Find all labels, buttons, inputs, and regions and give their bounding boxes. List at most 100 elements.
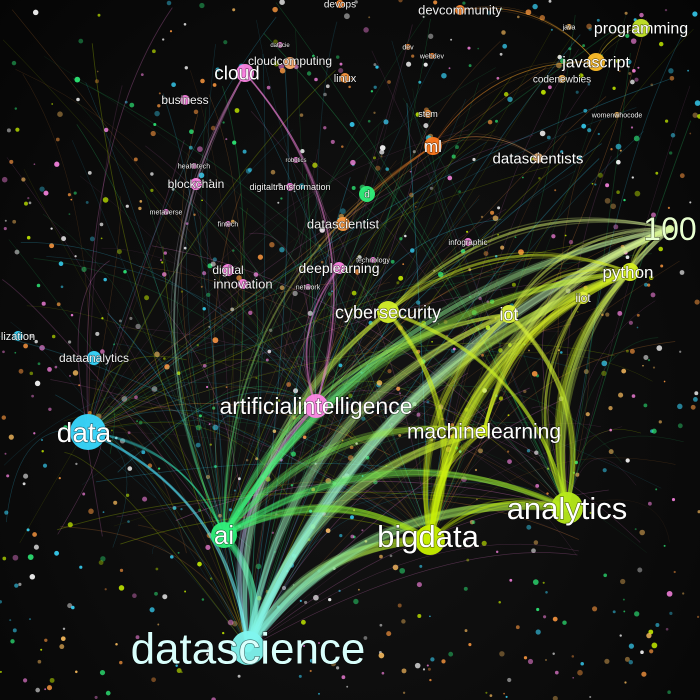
node-datascience[interactable] <box>231 631 265 665</box>
node-robotics[interactable] <box>293 157 299 163</box>
node-data[interactable] <box>70 414 106 450</box>
background-dot <box>363 27 369 33</box>
background-dot <box>34 339 38 344</box>
node-stem[interactable] <box>424 110 432 118</box>
node-datascientists[interactable] <box>533 153 543 163</box>
node-infographic[interactable] <box>464 238 472 246</box>
node-datascientist[interactable] <box>336 217 350 231</box>
background-dot <box>455 145 459 150</box>
node-technology[interactable] <box>370 257 376 263</box>
node-linux[interactable] <box>340 73 350 83</box>
node-ai[interactable] <box>211 522 237 548</box>
node-machinelearning[interactable] <box>478 425 490 437</box>
node-programming[interactable] <box>632 19 650 37</box>
faint-edge <box>247 34 574 649</box>
background-dot <box>616 190 620 194</box>
node-network[interactable] <box>305 284 311 290</box>
faint-edge <box>162 93 225 536</box>
background-dot <box>0 670 2 673</box>
background-dot <box>548 85 552 90</box>
background-dot <box>411 54 415 58</box>
faint-edge <box>77 260 110 433</box>
background-dot <box>157 104 161 108</box>
background-dot <box>193 213 196 217</box>
node-fintech[interactable] <box>225 221 231 227</box>
background-dot <box>655 488 658 491</box>
edge-ai-ml <box>223 145 434 536</box>
node-deeplearning[interactable] <box>333 262 345 274</box>
background-dot <box>33 163 36 166</box>
node-dataanalytics[interactable] <box>87 351 101 365</box>
background-dot <box>157 467 161 470</box>
background-dot <box>309 658 314 663</box>
background-dot <box>153 122 157 127</box>
faint-edge <box>23 168 225 536</box>
node-healthtech[interactable] <box>191 163 197 169</box>
node-bigdata[interactable] <box>415 525 445 555</box>
node-datacie[interactable] <box>277 42 283 48</box>
node-webdev[interactable] <box>429 53 435 59</box>
node-devops[interactable] <box>336 0 344 8</box>
background-dot <box>129 102 135 108</box>
background-dot <box>61 236 67 242</box>
background-dot <box>585 412 590 417</box>
background-dot <box>271 531 274 534</box>
faint-edge <box>87 355 187 433</box>
background-dot <box>162 38 165 41</box>
edge-cybersecurity-100 <box>387 221 671 313</box>
background-dot <box>564 234 567 237</box>
background-dot <box>100 556 106 562</box>
node-artificialintelligence[interactable] <box>304 394 328 418</box>
background-dot <box>375 165 381 171</box>
background-dot <box>375 65 379 69</box>
faint-edge <box>87 73 555 433</box>
background-dot <box>125 493 130 497</box>
background-dot <box>427 667 431 671</box>
background-dot <box>34 380 41 387</box>
background-dot <box>628 72 632 75</box>
background-dot <box>127 466 133 471</box>
node-analytics[interactable] <box>551 492 583 524</box>
node-cloud[interactable] <box>236 64 254 82</box>
node-lization[interactable] <box>13 331 23 341</box>
node-cybersecurity[interactable] <box>377 301 399 323</box>
node-blockchain[interactable] <box>190 178 202 190</box>
node-devcommunity[interactable] <box>455 5 465 15</box>
node-d[interactable] <box>359 186 375 202</box>
node-metaverse[interactable] <box>163 209 169 215</box>
background-dot <box>604 658 610 664</box>
background-dot <box>281 585 287 591</box>
node-java[interactable] <box>566 24 572 30</box>
background-dot <box>528 349 530 352</box>
background-dot <box>317 641 321 645</box>
background-dot <box>575 472 580 477</box>
background-dot <box>526 524 532 530</box>
node-innovation[interactable] <box>238 279 248 289</box>
background-dot <box>660 264 664 268</box>
background-dot <box>74 76 81 83</box>
node-iot[interactable] <box>500 305 518 323</box>
node-100[interactable] <box>666 225 674 233</box>
node-womenwhocode[interactable] <box>614 112 620 118</box>
background-dot <box>37 362 41 366</box>
node-digitaltransformation[interactable] <box>286 183 294 191</box>
edge-ai-100 <box>221 226 673 538</box>
background-dot <box>272 429 277 433</box>
node-digital[interactable] <box>222 264 234 276</box>
node-iiot[interactable] <box>577 292 589 304</box>
background-dot <box>104 588 107 591</box>
node-javascript[interactable] <box>587 53 605 71</box>
node-ml[interactable] <box>424 137 442 155</box>
background-dot <box>51 103 54 105</box>
background-dot <box>132 593 137 598</box>
node-label-innovation: innovation <box>213 277 272 292</box>
background-dot <box>58 476 61 480</box>
node-label-cloud: cloud <box>214 64 259 85</box>
background-dot <box>596 18 600 22</box>
node-cloudcomputing[interactable] <box>284 57 296 69</box>
node-dev[interactable] <box>405 44 411 50</box>
edge-layer <box>86 6 674 653</box>
node-business[interactable] <box>180 95 190 105</box>
node-codenewbies[interactable] <box>558 75 566 83</box>
node-python[interactable] <box>621 263 639 281</box>
